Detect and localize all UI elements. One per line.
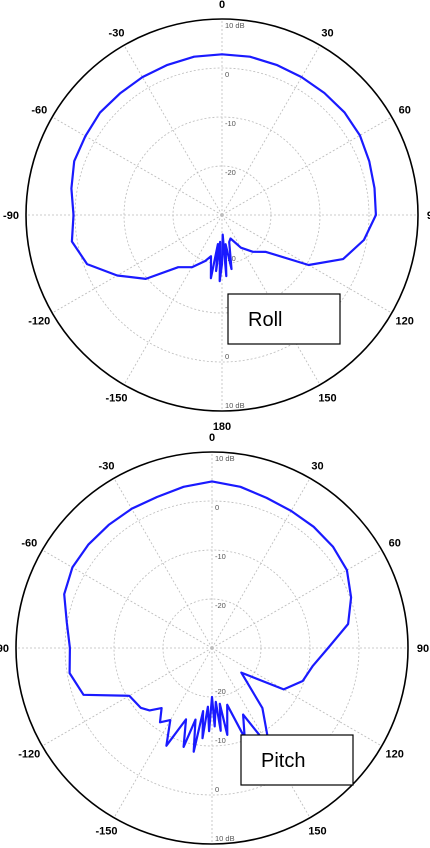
grid-spoke <box>52 214 223 314</box>
grid-spoke <box>113 478 213 649</box>
grid-spoke <box>221 45 321 216</box>
grid-spoke <box>42 549 213 649</box>
radial-tick-label: -10 <box>215 552 226 561</box>
radial-tick-label: -10 <box>215 736 226 745</box>
grid-spoke <box>113 647 213 818</box>
angle-tick-label: 30 <box>321 27 333 39</box>
angle-tick-label: -90 <box>0 643 9 655</box>
angle-tick-label: 0 <box>219 0 225 11</box>
angle-tick-label: 120 <box>386 749 404 761</box>
angle-tick-label: 60 <box>399 105 411 117</box>
angle-tick-label: -60 <box>21 538 37 550</box>
angle-tick-label: -60 <box>31 105 47 117</box>
angle-tick-label: 30 <box>311 460 323 472</box>
grid-spoke <box>211 647 311 818</box>
angle-tick-label: -30 <box>109 27 125 39</box>
radial-tick-label: -20 <box>215 601 226 610</box>
radial-tick-label: 0 <box>215 503 219 512</box>
radial-tick-label: 10 dB <box>225 401 245 410</box>
radial-tick-label: 10 dB <box>225 21 245 30</box>
radial-tick-label: 10 dB <box>215 454 235 463</box>
outer-circle <box>15 451 409 845</box>
grid-spoke <box>221 116 392 216</box>
radial-tick-label: -10 <box>225 119 236 128</box>
angle-tick-label: 180 <box>213 421 231 433</box>
grid-ring <box>74 67 370 363</box>
angle-tick-label: -150 <box>95 826 117 838</box>
angle-tick-label: -90 <box>3 210 19 222</box>
annotation-label: Roll <box>248 309 282 331</box>
annotation-label: Pitch <box>261 750 305 772</box>
grid-spoke <box>123 45 223 216</box>
radial-tick-label: 0 <box>215 785 219 794</box>
angle-tick-label: 60 <box>389 538 401 550</box>
grid-spoke <box>123 214 223 385</box>
angle-tick-label: 150 <box>318 393 336 405</box>
radial-tick-label: -20 <box>215 687 226 696</box>
angle-tick-label: -30 <box>99 460 115 472</box>
outer-circle <box>25 18 419 412</box>
series-line <box>63 480 353 753</box>
angle-tick-label: 0 <box>209 432 215 444</box>
radial-tick-label: 10 dB <box>215 834 235 843</box>
angle-tick-label: -120 <box>28 316 50 328</box>
grid-spoke <box>42 647 213 747</box>
angle-tick-label: -120 <box>18 749 40 761</box>
annotation-box <box>227 293 341 345</box>
angle-tick-label: 120 <box>396 316 414 328</box>
angle-tick-label: -150 <box>105 393 127 405</box>
series-line <box>70 53 377 283</box>
grid-ring <box>64 500 360 796</box>
grid-spoke <box>211 549 382 649</box>
grid-spoke <box>211 478 311 649</box>
angle-tick-label: 150 <box>308 826 326 838</box>
grid-spoke <box>211 647 382 747</box>
angle-tick-label: 90 <box>427 210 430 222</box>
grid-spoke <box>52 116 223 216</box>
radial-tick-label: 0 <box>225 70 229 79</box>
radial-tick-label: 0 <box>225 352 229 361</box>
angle-tick-label: 90 <box>417 643 429 655</box>
annotation-box <box>240 734 354 786</box>
radial-tick-label: -20 <box>225 168 236 177</box>
